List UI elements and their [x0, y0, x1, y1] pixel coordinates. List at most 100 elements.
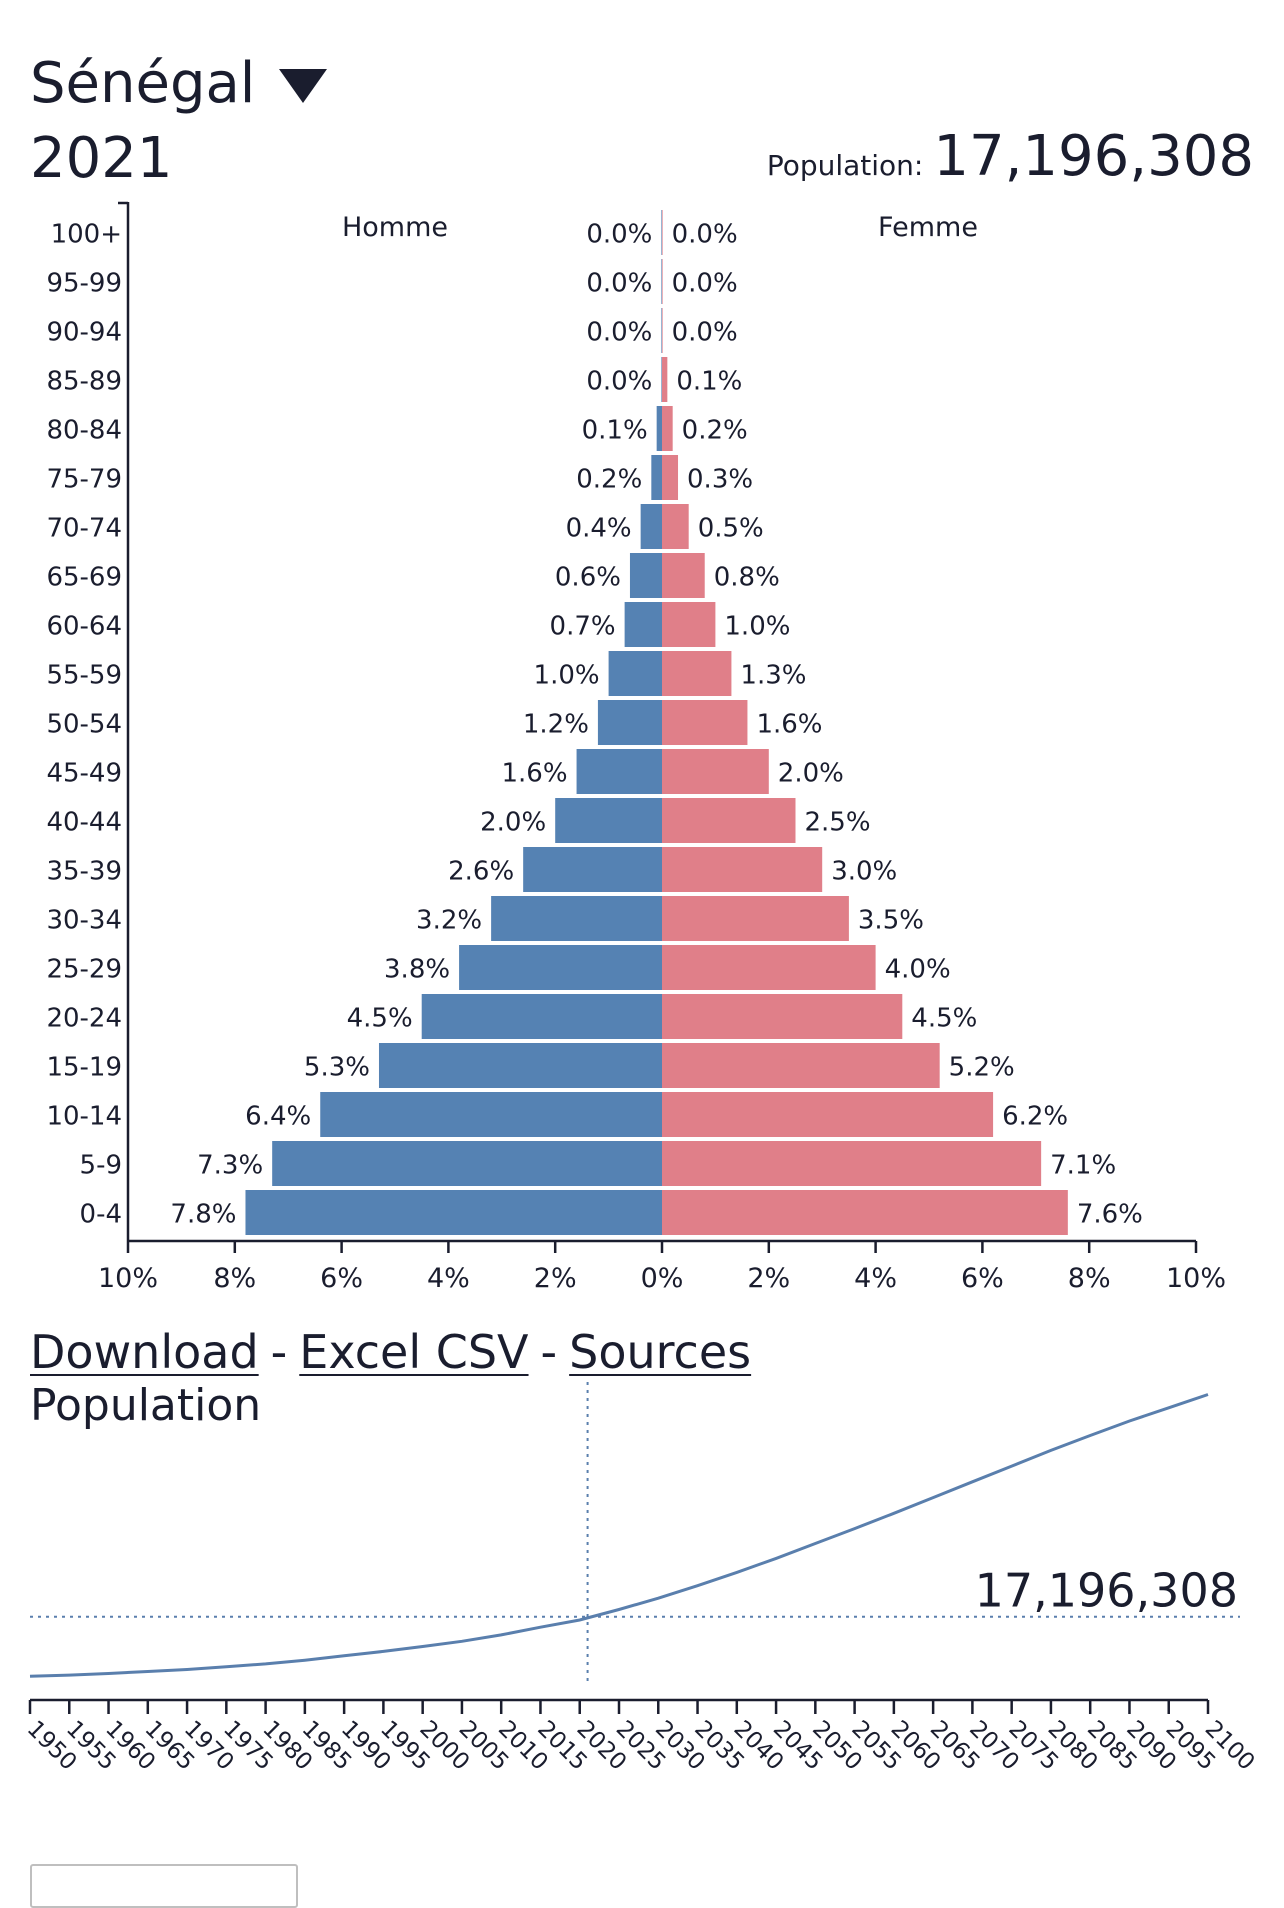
female-value-label: 7.1% [1050, 1151, 1116, 1181]
male-bar [272, 1141, 662, 1186]
male-value-label: 0.2% [576, 465, 642, 495]
male-value-label: 7.3% [197, 1151, 263, 1181]
male-value-label: 0.0% [586, 318, 652, 348]
male-value-label: 5.3% [304, 1053, 370, 1083]
age-group-label: 40-44 [46, 808, 122, 838]
bottom-input-box[interactable] [30, 1864, 298, 1908]
male-bar [459, 945, 662, 990]
download-link[interactable]: Download [30, 1325, 259, 1379]
excel-csv-link[interactable]: Excel CSV [299, 1325, 529, 1379]
age-group-label: 95-99 [46, 269, 122, 299]
dropdown-triangle-icon[interactable] [279, 69, 328, 103]
x-axis-tick-label: 6% [320, 1263, 363, 1294]
female-bar [662, 406, 673, 451]
male-bar [421, 994, 662, 1039]
population-value: 17,196,308 [933, 124, 1254, 189]
female-value-label: 1.3% [740, 661, 806, 691]
female-value-label: 2.0% [778, 759, 844, 789]
line-chart-title: Population [30, 1380, 262, 1431]
population-label: Population: [766, 149, 924, 182]
female-value-label: 5.2% [949, 1053, 1015, 1083]
age-group-label: 55-59 [46, 661, 122, 691]
x-axis-tick-label: 8% [213, 1263, 256, 1294]
male-value-label: 3.8% [384, 955, 450, 985]
x-axis-tick-label: 6% [961, 1263, 1004, 1294]
male-value-label: 0.6% [555, 563, 621, 593]
male-bar [523, 847, 662, 892]
x-axis-tick-label: 2% [747, 1263, 790, 1294]
download-links: Download - Excel CSV - Sources [30, 1322, 751, 1382]
female-bar [662, 1190, 1068, 1235]
age-group-label: 45-49 [46, 759, 122, 789]
age-group-label: 15-19 [46, 1053, 122, 1083]
male-value-label: 2.6% [448, 857, 514, 887]
male-value-label: 3.2% [416, 906, 482, 936]
female-bar [662, 357, 668, 402]
female-value-label: 0.0% [672, 220, 738, 250]
x-axis-tick-label: 2% [534, 1263, 577, 1294]
female-value-label: 0.0% [672, 318, 738, 348]
female-value-label: 3.0% [831, 857, 897, 887]
male-bar [661, 308, 662, 353]
female-value-label: 0.8% [714, 563, 780, 593]
country-selector[interactable]: Sénégal [30, 48, 328, 120]
male-bar [491, 896, 662, 941]
population-pyramid-chart: Homme Femme 100+ 0.0% 0.0% 95-99 0.0% 0.0% 90-94… [46, 201, 1226, 1294]
female-value-label: 3.5% [858, 906, 924, 936]
male-value-label: 1.0% [534, 661, 600, 691]
female-value-label: 0.1% [676, 367, 742, 397]
x-axis-tick-label: 4% [427, 1263, 470, 1294]
female-bar [662, 994, 903, 1039]
x-axis-tick-label: 4% [854, 1263, 897, 1294]
female-bar [662, 1092, 994, 1137]
country-name: Sénégal [30, 51, 256, 116]
male-value-label: 2.0% [480, 808, 546, 838]
female-value-label: 0.0% [672, 269, 738, 299]
pyramid-left-label: Homme [342, 212, 448, 243]
age-group-label: 60-64 [46, 612, 122, 642]
age-group-label: 70-74 [46, 514, 122, 544]
male-value-label: 0.0% [586, 269, 652, 299]
age-group-label: 100+ [51, 220, 122, 250]
age-group-label: 50-54 [46, 710, 122, 740]
male-bar [576, 749, 662, 794]
sources-link[interactable]: Sources [569, 1325, 752, 1379]
age-group-label: 80-84 [46, 416, 122, 446]
female-value-label: 4.0% [885, 955, 951, 985]
female-bar [662, 896, 849, 941]
population-line [29, 1393, 1209, 1678]
female-value-label: 4.5% [911, 1004, 977, 1034]
female-bar [662, 1141, 1042, 1186]
male-bar [640, 504, 662, 549]
male-bar [651, 455, 662, 500]
age-group-label: 90-94 [46, 318, 122, 348]
pyramid-right-label: Femme [878, 212, 978, 243]
male-bar [597, 700, 662, 745]
male-bar [624, 602, 662, 647]
male-value-label: 4.5% [347, 1004, 413, 1034]
age-group-label: 25-29 [46, 955, 122, 985]
male-bar [245, 1190, 663, 1235]
x-axis-tick-label: 0% [641, 1263, 684, 1294]
age-group-label: 20-24 [46, 1004, 122, 1034]
male-bar [320, 1092, 662, 1137]
female-value-label: 7.6% [1077, 1200, 1143, 1230]
male-value-label: 1.2% [523, 710, 589, 740]
male-value-label: 0.1% [582, 416, 648, 446]
male-bar [656, 406, 662, 451]
female-bar [662, 259, 663, 304]
male-bar [661, 210, 662, 255]
female-value-label: 0.5% [698, 514, 764, 544]
x-axis-tick-label: 8% [1068, 1263, 1111, 1294]
age-group-label: 65-69 [46, 563, 122, 593]
female-bar [662, 504, 689, 549]
female-bar [662, 945, 876, 990]
male-value-label: 0.0% [586, 367, 652, 397]
age-group-label: 0-4 [80, 1200, 122, 1230]
male-bar [629, 553, 662, 598]
female-bar [662, 798, 796, 843]
age-group-label: 30-34 [46, 906, 122, 936]
male-value-label: 0.7% [550, 612, 616, 642]
age-group-label: 10-14 [46, 1102, 122, 1132]
